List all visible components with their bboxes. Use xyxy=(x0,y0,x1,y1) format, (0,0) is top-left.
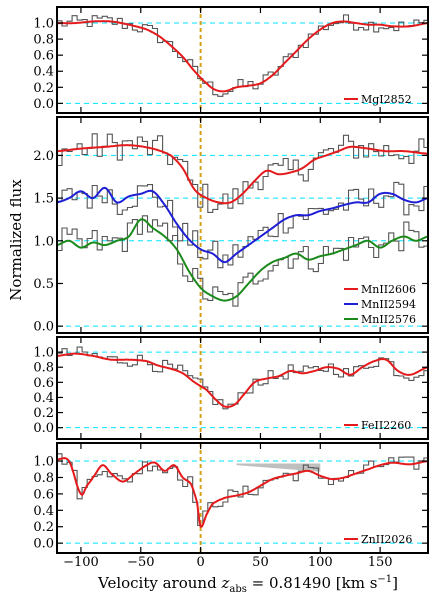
y-tick-label: 2.0 xyxy=(33,149,54,164)
y-tick-label: 0.8 xyxy=(33,361,54,376)
y-tick-label: 0.0 xyxy=(33,97,54,112)
x-tick-label: −100 xyxy=(63,555,99,570)
y-tick-label: 0.0 xyxy=(33,537,54,552)
y-tick-label: 0.4 xyxy=(33,391,54,406)
y-tick-label: 1.0 xyxy=(33,346,54,361)
panel-frame xyxy=(56,336,429,440)
observed-spectrum xyxy=(57,215,428,307)
observed-spectrum xyxy=(57,453,428,526)
legend-label: MnII2606 xyxy=(361,283,416,296)
series-line-MnII2606 xyxy=(56,144,429,205)
y-tick-label: 0.6 xyxy=(33,487,54,502)
series-line-FeII2260 xyxy=(56,352,429,408)
y-tick-label: 0.6 xyxy=(33,49,54,64)
x-tick-label: 50 xyxy=(252,555,269,570)
series-line-MnII2594 xyxy=(56,186,429,264)
y-tick-label: 0.4 xyxy=(33,65,54,80)
y-tick-label: 0.8 xyxy=(33,33,54,48)
x-tick-label: −50 xyxy=(127,555,154,570)
legend-label: MgI2852 xyxy=(361,93,412,106)
legend-label: ZnII2026 xyxy=(361,533,412,546)
observed-spectrum xyxy=(57,14,428,97)
y-tick-label: 1.0 xyxy=(33,17,54,32)
observed-spectrum xyxy=(57,181,428,269)
legend-label: FeII2260 xyxy=(361,419,411,432)
series-line-MgI2852 xyxy=(57,20,429,93)
y-tick-label: 0.4 xyxy=(33,504,54,519)
y-axis-label: Normalized flux xyxy=(7,179,25,301)
y-tick-label: 1.5 xyxy=(33,192,54,207)
y-tick-label: 0.0 xyxy=(33,421,54,436)
y-tick-label: 0.2 xyxy=(33,520,54,535)
x-axis-label: Velocity around zabs = 0.81490 [km s−1] xyxy=(97,574,398,595)
y-tick-label: 0.2 xyxy=(33,406,54,421)
legend-label: MnII2576 xyxy=(361,313,416,326)
panel-frame xyxy=(56,6,429,114)
series-line-ZnII2026 xyxy=(57,457,429,528)
observed-spectrum xyxy=(57,346,428,410)
y-tick-label: 1.0 xyxy=(33,455,54,470)
y-tick-label: 1.0 xyxy=(33,234,54,249)
series-line-MnII2576 xyxy=(56,218,429,302)
legend-label: MnII2594 xyxy=(361,298,416,311)
panel-frame xyxy=(56,116,429,334)
y-tick-label: 0.0 xyxy=(33,320,54,335)
y-tick-label: 0.5 xyxy=(33,277,54,292)
x-tick-label: 100 xyxy=(308,555,333,570)
panel-frame xyxy=(56,442,429,554)
y-tick-label: 0.8 xyxy=(33,471,54,486)
y-tick-label: 0.2 xyxy=(33,81,54,96)
x-tick-label: 150 xyxy=(368,555,393,570)
y-tick-label: 0.6 xyxy=(33,376,54,391)
shaded-region xyxy=(236,463,321,472)
x-tick-label: 0 xyxy=(196,555,204,570)
